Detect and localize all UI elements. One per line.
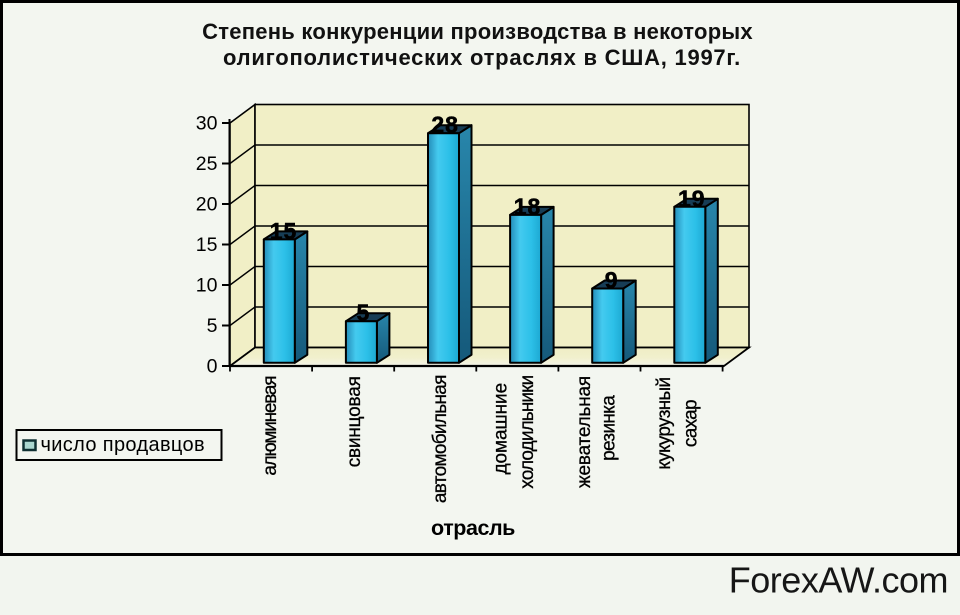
svg-text:свинцовая: свинцовая: [344, 376, 365, 467]
svg-text:резинка: резинка: [598, 395, 619, 461]
svg-text:10: 10: [196, 275, 218, 297]
svg-text:автомобильная: автомобильная: [430, 375, 451, 503]
svg-text:5: 5: [207, 315, 218, 337]
svg-text:15: 15: [270, 218, 298, 244]
svg-text:олигополистических отраслях в: олигополистических отраслях в США, 1997г…: [223, 45, 741, 70]
svg-text:19: 19: [678, 185, 706, 211]
svg-text:холодильники: холодильники: [517, 375, 538, 488]
svg-text:алюминевая: алюминевая: [260, 377, 281, 476]
svg-text:0: 0: [207, 356, 218, 378]
svg-text:9: 9: [605, 267, 619, 293]
svg-text:Степень конкуренции производст: Степень конкуренции производства в некот…: [202, 19, 753, 44]
svg-text:число продавцов: число продавцов: [41, 434, 205, 456]
svg-text:5: 5: [357, 300, 371, 326]
svg-text:отрасль: отрасль: [431, 516, 515, 540]
svg-text:кукурузный: кукурузный: [654, 378, 675, 470]
svg-text:20: 20: [196, 194, 218, 216]
svg-text:15: 15: [196, 234, 218, 256]
svg-text:25: 25: [196, 153, 218, 175]
svg-text:ForexAW.com: ForexAW.com: [729, 560, 948, 601]
svg-text:жевательная: жевательная: [574, 376, 595, 488]
svg-text:домашние: домашние: [490, 383, 511, 474]
svg-text:18: 18: [514, 193, 542, 219]
svg-text:28: 28: [431, 112, 459, 138]
svg-text:сахар: сахар: [680, 400, 701, 447]
svg-text:30: 30: [196, 113, 218, 135]
